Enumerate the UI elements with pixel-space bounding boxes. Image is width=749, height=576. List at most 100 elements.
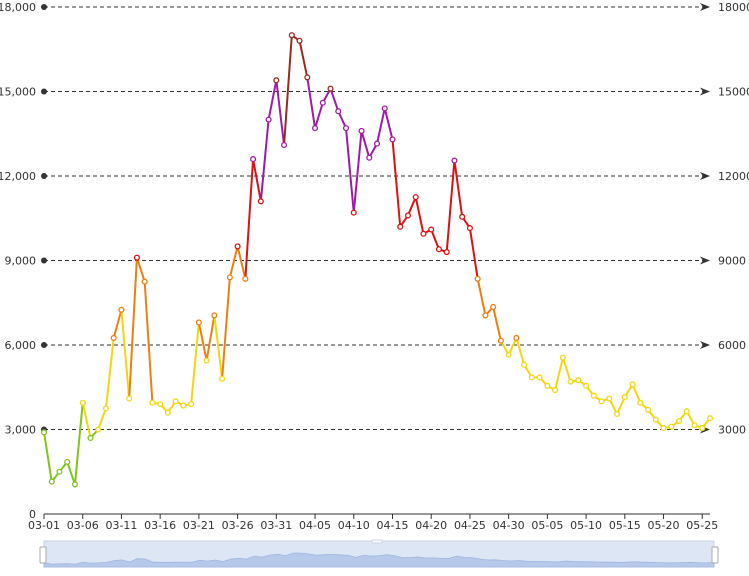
data-point[interactable] — [443, 249, 450, 256]
data-point[interactable] — [110, 334, 117, 342]
data-point[interactable] — [234, 243, 241, 250]
data-point[interactable] — [575, 377, 582, 384]
data-point[interactable] — [203, 357, 210, 364]
data-point[interactable] — [133, 254, 140, 261]
data-point[interactable] — [621, 394, 628, 401]
data-point[interactable] — [242, 275, 249, 282]
data-point[interactable] — [521, 361, 528, 368]
data-point[interactable] — [296, 37, 303, 44]
data-point[interactable] — [691, 422, 698, 429]
data-point[interactable] — [48, 478, 55, 485]
zoom-move-handle[interactable] — [371, 539, 383, 544]
data-point[interactable] — [490, 303, 497, 311]
data-point[interactable] — [404, 212, 412, 219]
y-tick-label-right: 9000 — [718, 255, 746, 268]
data-point[interactable] — [79, 399, 86, 406]
data-point[interactable] — [668, 423, 675, 430]
y-tick-label-right: 12000 — [718, 170, 749, 183]
data-point[interactable] — [435, 246, 443, 253]
data-point[interactable] — [180, 402, 187, 409]
series-segment — [66, 460, 76, 486]
data-point[interactable] — [188, 401, 195, 408]
data-point[interactable] — [614, 410, 621, 418]
data-point[interactable] — [497, 337, 504, 344]
data-point[interactable] — [505, 351, 512, 358]
data-point[interactable] — [699, 425, 706, 432]
data-point[interactable] — [118, 306, 125, 313]
data-point[interactable] — [412, 194, 419, 201]
data-point[interactable] — [706, 415, 714, 422]
data-point[interactable] — [126, 395, 133, 402]
data-point[interactable] — [56, 468, 63, 475]
data-point[interactable] — [683, 408, 690, 415]
data-point[interactable] — [451, 157, 458, 164]
data-point[interactable] — [211, 312, 218, 319]
data-point[interactable] — [304, 74, 311, 81]
zoom-handle-left[interactable] — [39, 546, 47, 564]
data-point[interactable] — [257, 198, 264, 205]
data-point[interactable] — [544, 382, 551, 389]
data-point[interactable] — [265, 116, 272, 123]
data-point[interactable] — [428, 226, 435, 233]
data-point[interactable] — [311, 125, 319, 132]
y-tick-label-left: 0 — [29, 508, 36, 521]
data-point[interactable] — [342, 125, 350, 132]
data-point[interactable] — [459, 213, 466, 220]
data-point[interactable] — [381, 105, 388, 112]
data-point[interactable] — [71, 481, 79, 488]
data-point[interactable] — [281, 141, 288, 149]
data-point[interactable] — [327, 85, 334, 92]
data-point[interactable] — [482, 312, 489, 319]
data-point[interactable] — [629, 381, 636, 388]
data-point[interactable] — [335, 108, 342, 115]
data-point[interactable] — [226, 274, 233, 281]
data-point[interactable] — [358, 127, 365, 134]
data-point[interactable] — [675, 417, 683, 425]
data-point[interactable] — [652, 416, 659, 423]
data-point[interactable] — [420, 230, 427, 237]
data-point[interactable] — [350, 209, 357, 216]
data-point[interactable] — [164, 409, 171, 416]
data-point[interactable] — [40, 429, 48, 436]
series-points[interactable] — [40, 32, 714, 488]
data-point[interactable] — [149, 399, 156, 406]
data-point[interactable] — [157, 401, 164, 408]
data-point[interactable] — [559, 354, 566, 361]
data-point[interactable] — [219, 375, 226, 382]
data-point[interactable] — [606, 395, 613, 402]
data-point[interactable] — [87, 434, 94, 442]
data-point[interactable] — [389, 136, 396, 143]
data-point[interactable] — [273, 77, 280, 84]
data-point[interactable] — [172, 398, 179, 405]
data-point[interactable] — [528, 374, 535, 381]
data-point[interactable] — [366, 154, 373, 161]
data-point[interactable] — [64, 458, 71, 465]
data-point[interactable] — [637, 399, 644, 406]
data-point[interactable] — [598, 398, 605, 405]
zoom-handle-right[interactable] — [711, 546, 719, 564]
data-point[interactable] — [397, 223, 404, 230]
x-tick-label: 05-05 — [531, 519, 563, 532]
data-point[interactable] — [552, 387, 559, 394]
data-point[interactable] — [583, 382, 590, 389]
x-tick-label: 04-20 — [415, 519, 447, 532]
series-segment — [314, 101, 324, 130]
data-point[interactable] — [474, 275, 481, 282]
data-point[interactable] — [141, 278, 148, 285]
data-point[interactable] — [102, 405, 110, 412]
data-point[interactable] — [660, 425, 667, 432]
data-point[interactable] — [288, 32, 295, 39]
data-point[interactable] — [250, 156, 257, 163]
data-point[interactable] — [536, 374, 543, 381]
data-point[interactable] — [95, 426, 102, 433]
data-point[interactable] — [567, 378, 574, 385]
data-point[interactable] — [319, 99, 326, 106]
data-point[interactable] — [466, 225, 473, 232]
data-zoom-slider[interactable] — [39, 539, 719, 568]
series-segment — [120, 308, 131, 400]
data-point[interactable] — [590, 392, 597, 399]
data-point[interactable] — [644, 406, 652, 413]
data-point[interactable] — [513, 334, 520, 342]
data-point[interactable] — [195, 319, 202, 326]
data-point[interactable] — [373, 140, 381, 147]
